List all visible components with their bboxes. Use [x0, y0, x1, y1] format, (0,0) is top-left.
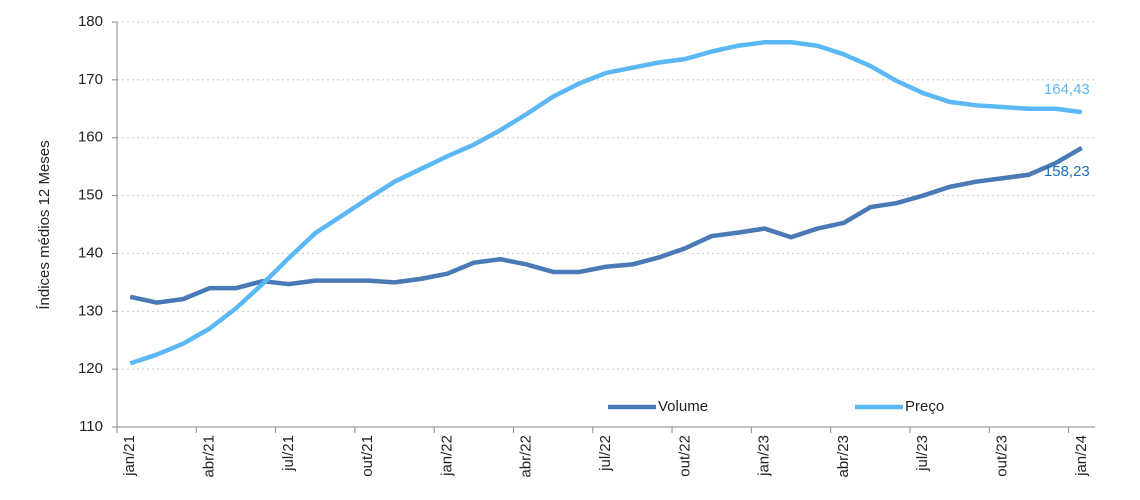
x-tick-label: jan/24 [1073, 435, 1090, 477]
x-tick-label: jan/22 [438, 435, 455, 477]
y-tick-label: 110 [79, 418, 103, 435]
x-tick-label: out/22 [676, 435, 693, 477]
y-tick-label: 160 [78, 129, 103, 146]
y-axis-label: Índices médios 12 Meses [36, 140, 53, 309]
y-tick-label: 170 [78, 71, 103, 88]
x-tick-label: out/23 [993, 435, 1010, 477]
value-label: 164,43 [1044, 81, 1090, 98]
x-tick-label: jan/21 [121, 435, 138, 477]
y-tick-label: 180 [78, 13, 103, 30]
legend-label: Volume [658, 398, 708, 415]
x-tick-label: jul/23 [914, 435, 931, 472]
series-line [129, 40, 1083, 366]
x-tick-label: abr/22 [518, 435, 535, 478]
value-label: 158,23 [1044, 163, 1090, 180]
x-tick-label: out/21 [359, 435, 376, 477]
y-tick-label: 120 [78, 360, 103, 377]
x-tick-label: jul/21 [280, 435, 297, 472]
x-tick-label: abr/23 [835, 435, 852, 478]
y-tick-label: 140 [78, 244, 103, 261]
x-tick-label: jul/22 [597, 435, 614, 472]
x-tick-label: jan/23 [756, 435, 773, 477]
series-line [129, 146, 1083, 305]
y-tick-label: 130 [78, 302, 103, 319]
y-tick-label: 150 [78, 187, 103, 204]
legend-label: Preço [905, 398, 944, 415]
x-tick-label: abr/21 [200, 435, 217, 478]
